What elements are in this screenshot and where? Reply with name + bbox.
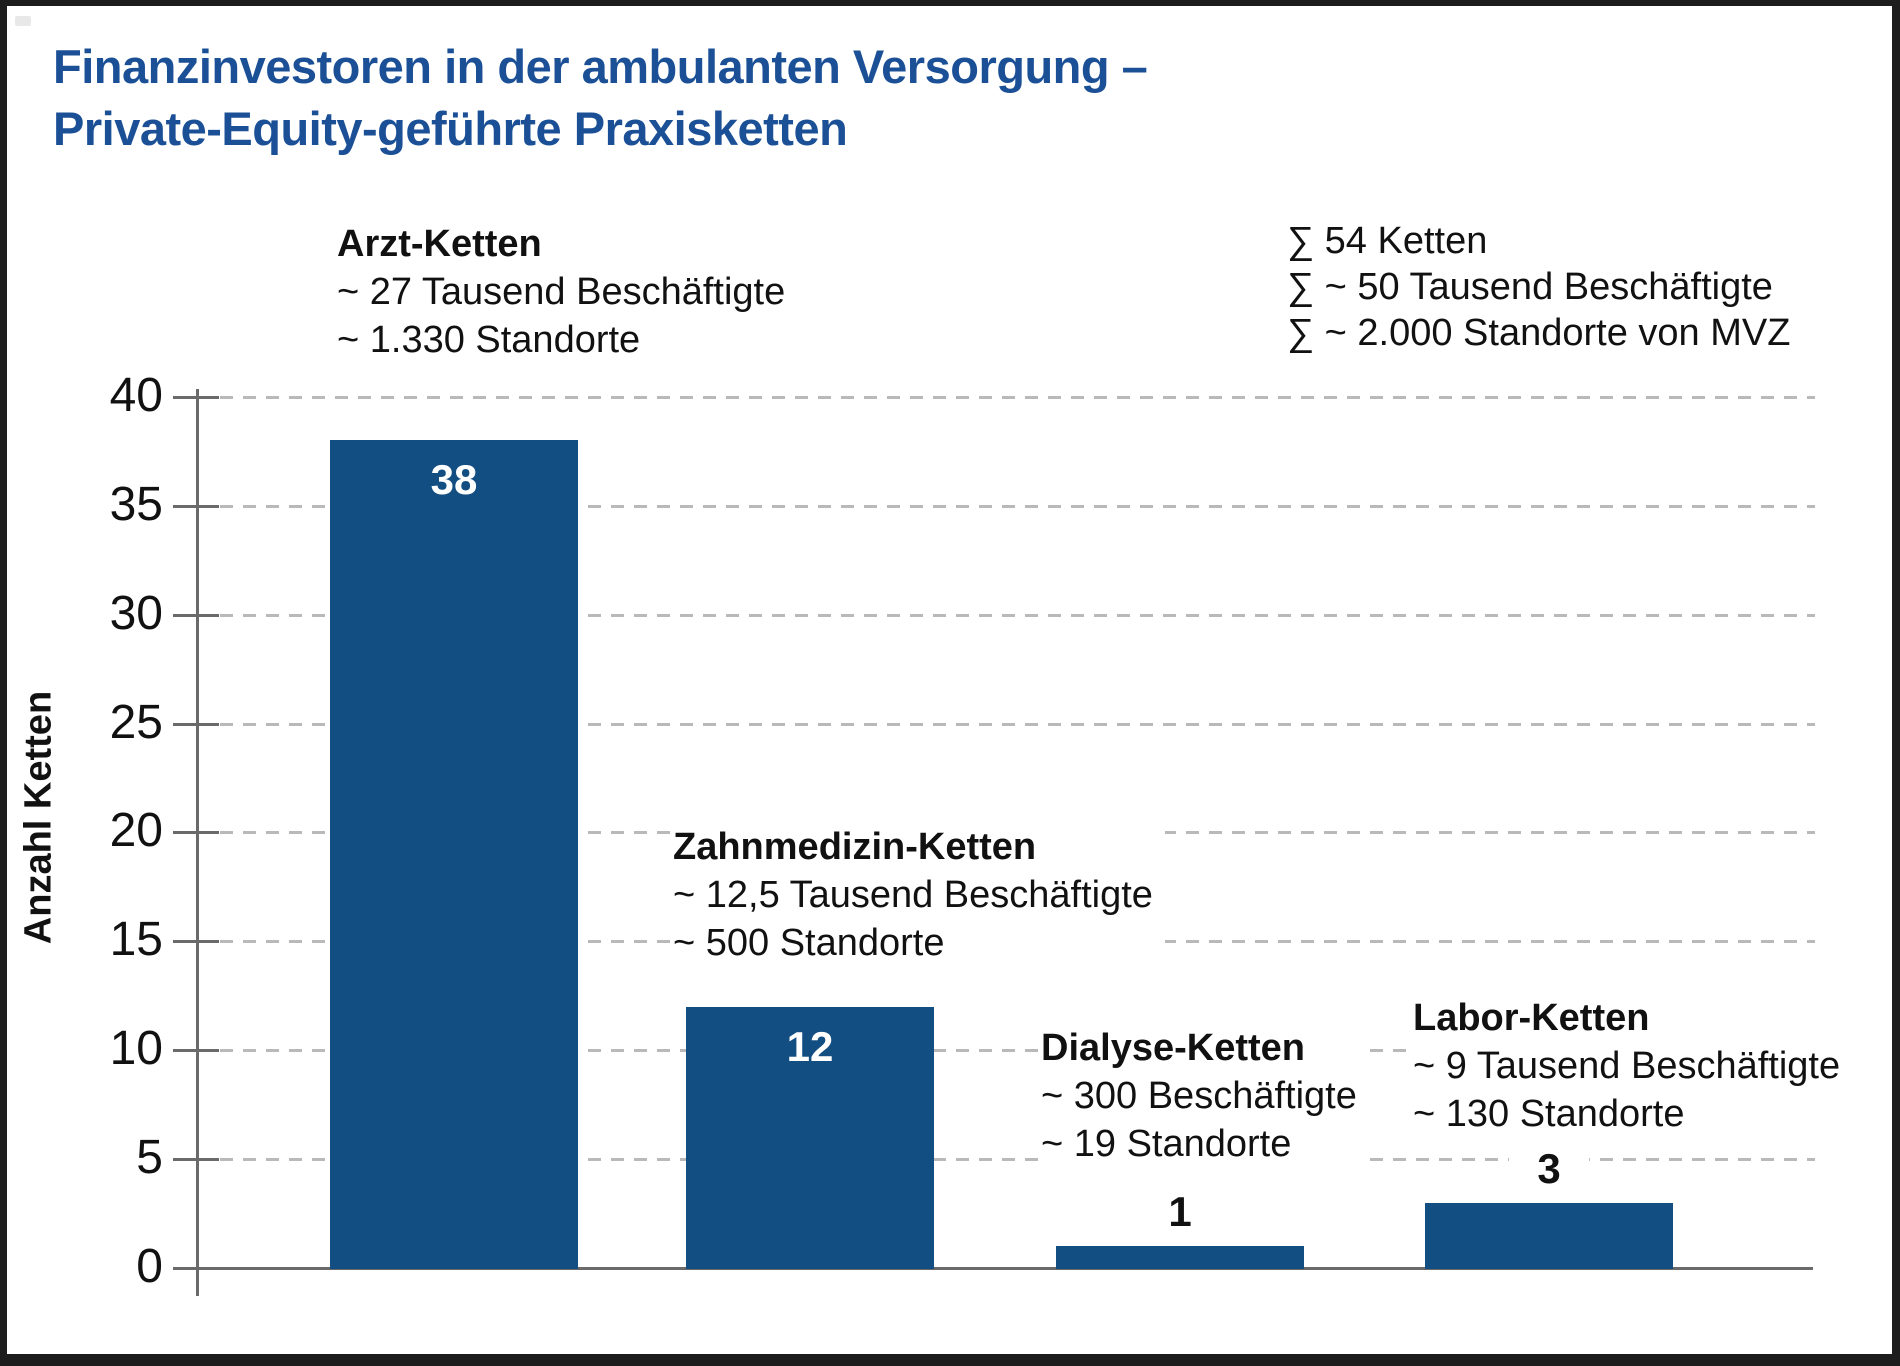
chart-title-line1: Finanzinvestoren in der ambulanten Verso… — [53, 40, 1148, 93]
summary-line-standorte: ∑ ~ 2.000 Standorte von MVZ — [1287, 312, 1791, 354]
summary-line-beschaeftigte: ∑ ~ 50 Tausend Beschäftigte — [1287, 266, 1773, 308]
annotation-arzt-ketten-line2: ~ 1.330 Standorte — [337, 319, 641, 361]
bar-arzt-ketten — [330, 440, 578, 1269]
annotation-labor-ketten-line2: ~ 130 Standorte — [1413, 1093, 1685, 1135]
annotation-labor-ketten: Labor-Ketten ~ 9 Tausend Beschäftigte ~ … — [1411, 992, 1853, 1142]
chart-title: Finanzinvestoren in der ambulanten Verso… — [53, 36, 1148, 160]
annotation-arzt-ketten: Arzt-Ketten ~ 27 Tausend Beschäftigte ~ … — [335, 218, 798, 368]
summary-block: ∑ 54 Ketten ∑ ~ 50 Tausend Beschäftigte … — [1287, 218, 1791, 356]
y-tick-label-35: 35 — [109, 477, 163, 531]
annotation-zahnmedizin-ketten-title: Zahnmedizin-Ketten — [673, 826, 1037, 868]
gridline-25 — [220, 722, 1815, 726]
gridline-40 — [220, 395, 1815, 399]
y-tick-label-20: 20 — [109, 804, 163, 858]
x-axis-baseline — [173, 1267, 1813, 1270]
gridline-5 — [220, 1158, 1815, 1162]
annotation-dialyse-ketten: Dialyse-Ketten ~ 300 Beschäftigte ~ 19 S… — [1039, 1022, 1369, 1172]
bar-dialyse-ketten — [1056, 1246, 1304, 1269]
bar-zahnmedizin-ketten — [686, 1006, 934, 1269]
bar-labor-ketten — [1425, 1202, 1673, 1269]
y-tick-label-40: 40 — [109, 368, 163, 422]
annotation-zahnmedizin-ketten: Zahnmedizin-Ketten ~ 12,5 Tausend Beschä… — [671, 821, 1165, 971]
annotation-dialyse-ketten-line2: ~ 19 Standorte — [1041, 1123, 1292, 1165]
annotation-arzt-ketten-line1: ~ 27 Tausend Beschäftigte — [337, 271, 786, 313]
chart-title-line2: Private-Equity-geführte Praxisketten — [53, 102, 848, 155]
y-tick-label-10: 10 — [109, 1022, 163, 1076]
y-axis-line — [196, 389, 199, 1296]
bar-value-label-arzt-ketten: 38 — [430, 456, 478, 504]
y-tick-label-0: 0 — [136, 1240, 163, 1293]
gridline-35 — [220, 504, 1815, 508]
gridline-10 — [220, 1049, 1815, 1053]
bar-value-label-dialyse-ketten: 1 — [1140, 1188, 1220, 1237]
annotation-dialyse-ketten-title: Dialyse-Ketten — [1041, 1027, 1305, 1069]
annotation-zahnmedizin-ketten-line2: ~ 500 Standorte — [673, 922, 945, 964]
bar-value-label-labor-ketten: 3 — [1509, 1144, 1589, 1193]
annotation-arzt-ketten-title: Arzt-Ketten — [337, 223, 542, 265]
y-tick-label-5: 5 — [136, 1131, 163, 1185]
annotation-dialyse-ketten-line1: ~ 300 Beschäftigte — [1041, 1075, 1357, 1117]
y-tick-label-15: 15 — [109, 913, 163, 967]
y-tick-label-30: 30 — [109, 586, 163, 640]
summary-line-ketten: ∑ 54 Ketten — [1287, 220, 1488, 262]
scan-artifact — [15, 16, 31, 26]
annotation-labor-ketten-title: Labor-Ketten — [1413, 997, 1650, 1039]
bar-value-label-zahnmedizin-ketten: 12 — [786, 1022, 834, 1070]
annotation-labor-ketten-line1: ~ 9 Tausend Beschäftigte — [1413, 1045, 1841, 1087]
gridline-30 — [220, 613, 1815, 617]
annotation-zahnmedizin-ketten-line1: ~ 12,5 Tausend Beschäftigte — [673, 874, 1153, 916]
y-tick-label-25: 25 — [109, 695, 163, 749]
